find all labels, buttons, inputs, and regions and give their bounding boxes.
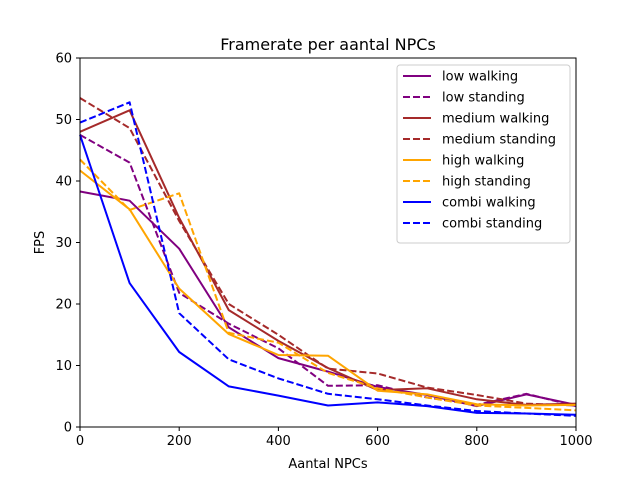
series-line-high-walking <box>79 169 577 407</box>
x-tick-label: 400 <box>266 434 291 449</box>
legend-box <box>396 64 571 244</box>
plot-area <box>79 57 577 428</box>
x-tick-label: 800 <box>464 434 489 449</box>
series-line-medium-standing <box>79 97 577 407</box>
legend-label: combi standing <box>442 217 542 232</box>
x-tick-label: 1000 <box>559 434 592 449</box>
y-axis-label: FPS <box>33 231 48 255</box>
y-tick-label: 60 <box>55 52 72 67</box>
series-line-combi-walking <box>79 134 577 416</box>
x-axis: 0 200 400 600 800 1000 <box>76 427 593 449</box>
legend-label: combi walking <box>442 196 536 211</box>
legend-label: high standing <box>442 175 531 190</box>
x-tick-label: 200 <box>167 434 192 449</box>
y-tick-label: 40 <box>55 175 72 190</box>
series-line-medium-walking <box>79 109 577 406</box>
y-tick-label: 0 <box>64 421 72 436</box>
y-tick-label: 20 <box>55 298 72 313</box>
series-line-combi-standing <box>79 101 577 417</box>
legend-label: high walking <box>442 154 524 169</box>
y-axis: 0 10 20 30 40 50 60 <box>55 52 80 436</box>
legend-label: medium standing <box>442 133 556 148</box>
x-tick-label: 600 <box>365 434 390 449</box>
legend-label: low walking <box>442 70 518 85</box>
series-layer <box>79 97 577 417</box>
y-tick-label: 10 <box>55 359 72 374</box>
x-tick-label: 0 <box>76 434 84 449</box>
y-tick-label: 50 <box>55 113 72 128</box>
legend-label: medium walking <box>442 112 549 127</box>
series-line-low-walking <box>79 190 577 408</box>
y-tick-label: 30 <box>55 236 72 251</box>
x-axis-label: Aantal NPCs <box>288 457 368 472</box>
legend: low walking low standing medium walking med… <box>396 64 571 244</box>
legend-label: low standing <box>442 91 525 106</box>
series-line-high-standing <box>79 158 577 412</box>
series-line-low-standing <box>79 134 577 408</box>
chart-title: Framerate per aantal NPCs <box>220 35 436 54</box>
